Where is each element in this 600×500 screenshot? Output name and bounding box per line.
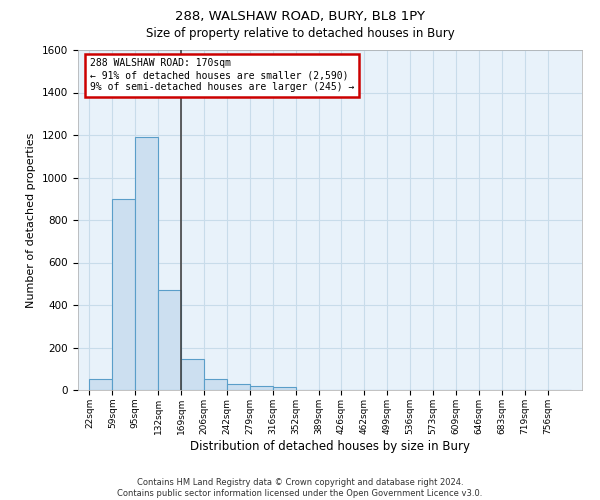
- Y-axis label: Number of detached properties: Number of detached properties: [26, 132, 37, 308]
- X-axis label: Distribution of detached houses by size in Bury: Distribution of detached houses by size …: [190, 440, 470, 452]
- Text: 288 WALSHAW ROAD: 170sqm
← 91% of detached houses are smaller (2,590)
9% of semi: 288 WALSHAW ROAD: 170sqm ← 91% of detach…: [90, 58, 355, 92]
- Bar: [89, 380, 112, 390]
- Text: 288, WALSHAW ROAD, BURY, BL8 1PY: 288, WALSHAW ROAD, BURY, BL8 1PY: [175, 10, 425, 23]
- Bar: [204, 380, 227, 390]
- Bar: [135, 137, 158, 390]
- Bar: [227, 384, 250, 390]
- Bar: [112, 198, 135, 390]
- Text: Size of property relative to detached houses in Bury: Size of property relative to detached ho…: [146, 28, 454, 40]
- Text: Contains HM Land Registry data © Crown copyright and database right 2024.
Contai: Contains HM Land Registry data © Crown c…: [118, 478, 482, 498]
- Bar: [158, 290, 181, 390]
- Bar: [273, 387, 296, 390]
- Bar: [250, 386, 273, 390]
- Bar: [181, 358, 204, 390]
